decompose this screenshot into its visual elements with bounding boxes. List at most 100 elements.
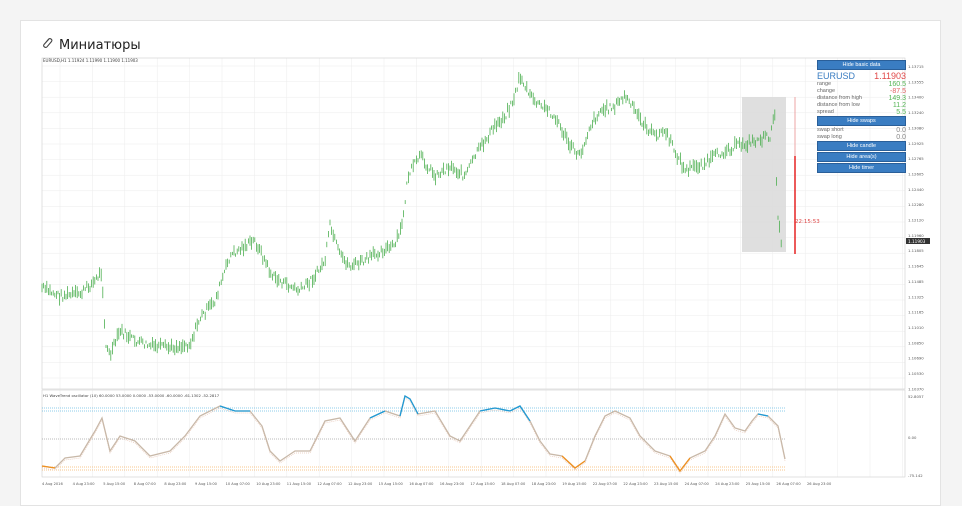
info-row-value: 149.3 <box>888 95 906 102</box>
paperclip-icon <box>40 36 54 54</box>
price-tick-label: 1.11325 <box>908 294 924 299</box>
time-tick-label: 22 Aug 23:00 <box>623 482 648 486</box>
osc-low-segment <box>669 455 691 473</box>
osc-tick-label: -75.142 <box>908 473 923 478</box>
timer-label: 22:15:53 <box>795 219 820 225</box>
info-row: swap short 0.0 <box>817 127 906 134</box>
price-axis: 1.13715 1.13555 1.13400 1.13240 1.13080 1.129… <box>908 64 924 391</box>
time-tick-label: 12 Aug 07:00 <box>317 482 342 486</box>
price-tick-label: 1.11805 <box>908 248 924 253</box>
osc-low-segment <box>561 455 586 469</box>
symbol-row: EURUSD 1.11903 <box>817 71 906 81</box>
time-tick-label: 25 Aug 15:00 <box>746 482 771 486</box>
time-tick-label: 17 Aug 15:00 <box>470 482 495 486</box>
osc-high-segment <box>757 413 769 417</box>
info-row-label: distance from low <box>817 102 860 108</box>
info-row-value: 160.5 <box>888 81 906 88</box>
osc-pane-border <box>41 389 906 478</box>
osc-high-segment <box>479 405 531 422</box>
info-row-label: distance from high <box>817 95 862 101</box>
time-tick-label: 5 Aug 15:00 <box>103 482 126 486</box>
candle-highlight-area <box>742 97 786 252</box>
price-tick-label: 1.13555 <box>908 79 924 84</box>
info-row-value: 0.0 <box>896 134 906 141</box>
price-tick-label: 1.11485 <box>908 279 924 284</box>
info-panel: Hide basic data EURUSD 1.11903 range 160.… <box>817 60 906 174</box>
price-tick-label: 1.13400 <box>908 95 924 100</box>
symbol-price: 1.11903 <box>874 71 906 81</box>
info-row: change -87.5 <box>817 88 906 95</box>
time-tick-label: 16 Aug 23:00 <box>440 482 465 486</box>
hide-areas-button[interactable]: Hide area(s) <box>817 152 906 162</box>
osc-axis: 52.8057 0.00 -75.142 <box>908 394 924 478</box>
hide-swaps-button[interactable]: Hide swaps <box>817 116 906 126</box>
time-tick-label: 24 Aug 23:00 <box>715 482 740 486</box>
price-tick-label: 1.12765 <box>908 156 924 161</box>
swap-rows: swap short 0.0 swap long 0.0 <box>817 127 906 141</box>
time-tick-label: 22 Aug 07:00 <box>593 482 618 486</box>
osc-header: H1 WaveTrend oscillator (10) 60.0000 53.… <box>43 393 220 398</box>
time-tick-label: 8 Aug 07:00 <box>134 482 157 486</box>
osc-high-segment <box>369 410 386 419</box>
info-row: distance from low 11.2 <box>817 102 906 109</box>
current-price-tag <box>906 238 930 244</box>
osc-tick-label: 0.00 <box>908 435 917 440</box>
price-tick-label: 1.11010 <box>908 325 924 330</box>
wavetrend-oscillator <box>41 394 786 474</box>
time-tick-label: 8 Aug 23:00 <box>164 482 187 486</box>
osc-high-segment <box>399 394 419 417</box>
time-tick-label: 26 Aug 07:00 <box>776 482 801 486</box>
info-row-value: -87.5 <box>890 88 906 95</box>
osc-tick-label: 52.8057 <box>908 394 924 399</box>
time-tick-label: 4 Aug 2016 <box>42 482 63 486</box>
price-tick-label: 1.10690 <box>908 356 924 361</box>
info-row-label: spread <box>817 109 834 115</box>
time-tick-label: 23 Aug 15:00 <box>654 482 679 486</box>
time-tick-label: 19 Aug 15:00 <box>562 482 587 486</box>
time-tick-label: 16 Aug 07:00 <box>409 482 434 486</box>
main-pane-border <box>41 57 906 390</box>
price-chart[interactable]: EURUSD,H1 1.11924 1.11990 1.11900 1.1190… <box>40 56 933 488</box>
chart-area[interactable]: EURUSD,H1 1.11924 1.11990 1.11900 1.1190… <box>40 56 933 488</box>
chart-header: EURUSD,H1 1.11924 1.11990 1.11900 1.1190… <box>43 58 138 63</box>
panel-title: Миниатюры <box>40 36 141 54</box>
hide-timer-button[interactable]: Hide timer <box>817 163 906 173</box>
price-tick-label: 1.11165 <box>908 310 924 315</box>
osc-low-segment <box>41 465 56 469</box>
price-tick-label: 1.10530 <box>908 371 924 376</box>
info-row: spread 5.5 <box>817 109 906 116</box>
price-tick-label: 1.12605 <box>908 171 924 176</box>
info-row: distance from high 149.3 <box>817 95 906 102</box>
time-axis: 4 Aug 2016 4 Aug 23:00 5 Aug 15:00 8 Aug 07… <box>42 482 832 486</box>
basic-data-rows: range 160.5 change -87.5 distance from high 1… <box>817 81 906 116</box>
info-row-value: 0.0 <box>896 127 906 134</box>
price-tick-label: 1.10850 <box>908 340 924 345</box>
price-tick-label: 1.11960 <box>908 233 924 238</box>
osc-signal-line <box>41 397 786 474</box>
osc-high-segment <box>219 405 250 412</box>
current-price-label: 1.11903 <box>908 239 926 244</box>
price-tick-label: 1.12925 <box>908 141 924 146</box>
price-tick-label: 1.13715 <box>908 64 924 69</box>
time-tick-label: 26 Aug 23:00 <box>807 482 832 486</box>
hide-basic-data-button[interactable]: Hide basic data <box>817 60 906 70</box>
price-tick-label: 1.13080 <box>908 125 924 130</box>
price-tick-label: 1.11645 <box>908 264 924 269</box>
time-tick-label: 10 Aug 07:00 <box>226 482 251 486</box>
info-row-label: range <box>817 81 832 87</box>
info-row-value: 5.5 <box>896 109 906 116</box>
time-tick-label: 4 Aug 23:00 <box>73 482 96 486</box>
time-tick-label: 11 Aug 15:00 <box>287 482 312 486</box>
price-tick-label: 1.13240 <box>908 110 924 115</box>
time-tick-label: 24 Aug 07:00 <box>685 482 710 486</box>
time-tick-label: 12 Aug 23:00 <box>348 482 373 486</box>
symbol-name: EURUSD <box>817 71 856 81</box>
time-tick-label: 9 Aug 15:00 <box>195 482 218 486</box>
info-row: swap long 0.0 <box>817 134 906 141</box>
time-tick-label: 18 Aug 07:00 <box>501 482 526 486</box>
hide-candle-button[interactable]: Hide candle <box>817 141 906 151</box>
time-tick-label: 10 Aug 23:00 <box>256 482 281 486</box>
time-tick-label: 18 Aug 23:00 <box>532 482 557 486</box>
info-row-value: 11.2 <box>892 102 906 109</box>
info-row-label: change <box>817 88 836 94</box>
